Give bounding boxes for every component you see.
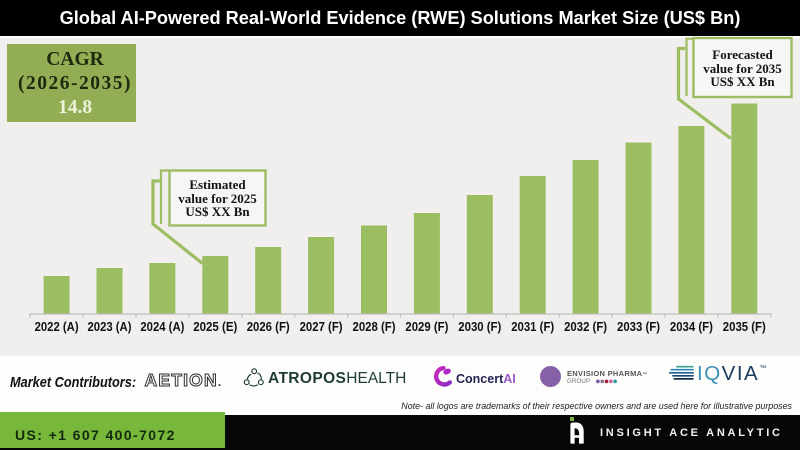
svg-text:2027 (F): 2027 (F) — [300, 319, 343, 334]
svg-text:2034 (F): 2034 (F) — [670, 319, 713, 334]
svg-text:2035 (F): 2035 (F) — [723, 319, 766, 334]
svg-text:2025 (E): 2025 (E) — [193, 319, 237, 334]
svg-text:2022 (A): 2022 (A) — [35, 319, 79, 334]
svg-text:2033 (F): 2033 (F) — [617, 319, 660, 334]
svg-text:2032 (F): 2032 (F) — [564, 319, 607, 334]
svg-text:2029 (F): 2029 (F) — [405, 319, 448, 334]
svg-text:2026 (F): 2026 (F) — [247, 319, 290, 334]
svg-text:2031 (F): 2031 (F) — [511, 319, 554, 334]
svg-text:2028 (F): 2028 (F) — [353, 319, 396, 334]
svg-text:2023 (A): 2023 (A) — [88, 319, 132, 334]
svg-text:2030 (F): 2030 (F) — [458, 319, 501, 334]
svg-text:2024 (A): 2024 (A) — [140, 319, 184, 334]
